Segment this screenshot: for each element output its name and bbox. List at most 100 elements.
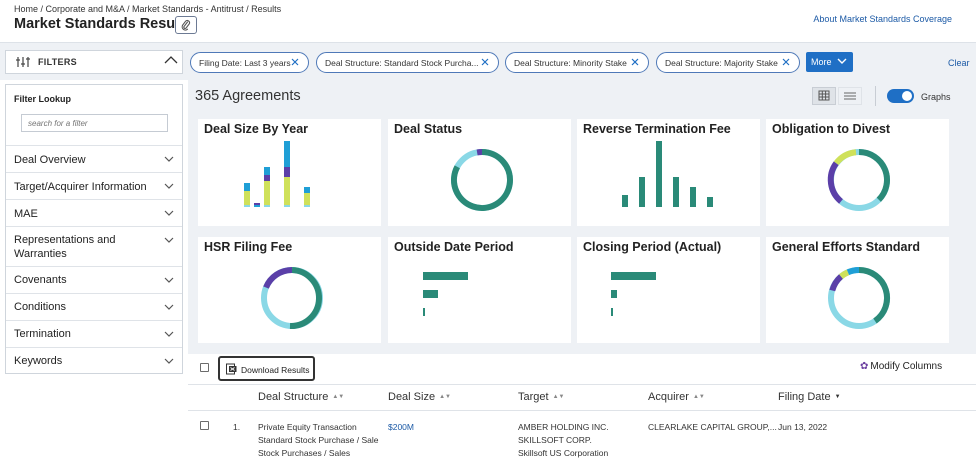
- cell-acquirer: CLEARLAKE CAPITAL GROUP,...: [648, 422, 777, 432]
- sidebar-item-termination[interactable]: Termination: [6, 320, 182, 347]
- horizontal-bar-chart: [611, 272, 656, 316]
- row-index: 1.: [233, 422, 241, 432]
- chart-card-closing-period[interactable]: Closing Period (Actual): [577, 237, 760, 343]
- close-icon[interactable]: [630, 57, 640, 67]
- more-filters-button[interactable]: More: [806, 52, 853, 72]
- donut-chart: [451, 149, 513, 211]
- chart-card-obligation-to-divest[interactable]: Obligation to Divest: [766, 119, 949, 226]
- modify-columns-button[interactable]: ✿ Modify Columns: [860, 361, 942, 372]
- sliders-icon: [16, 57, 30, 67]
- sidebar-item-mae[interactable]: MAE: [6, 199, 182, 226]
- chevron-down-icon: [164, 358, 174, 364]
- chart-card-hsr-filing-fee[interactable]: HSR Filing Fee: [198, 237, 381, 343]
- chevron-down-icon: [164, 237, 174, 243]
- chart-bar: [304, 205, 310, 207]
- download-label: Download Results: [241, 365, 310, 375]
- sidebar-item-label: Representations and Warranties: [14, 234, 116, 260]
- column-header-deal-structure[interactable]: Deal Structure ▲▼: [258, 391, 344, 403]
- close-icon[interactable]: [290, 57, 300, 67]
- chart-bar: [284, 167, 290, 177]
- column-header-filing-date[interactable]: Filing Date ▼: [778, 391, 841, 403]
- chevron-down-icon: [164, 183, 174, 189]
- donut-segment: [833, 149, 857, 166]
- horizontal-bar-chart: [423, 272, 468, 316]
- about-coverage-link[interactable]: About Market Standards Coverage: [813, 14, 952, 24]
- cell-deal-size-link[interactable]: $200M: [388, 422, 414, 432]
- chart-title: Closing Period (Actual): [583, 240, 722, 254]
- sidebar-item-label: Covenants: [14, 274, 67, 286]
- chart-title: HSR Filing Fee: [204, 240, 293, 254]
- chart-bar: [707, 197, 713, 207]
- chart-bar: [656, 141, 662, 207]
- column-label: Deal Size: [388, 391, 436, 403]
- bar-chart: [622, 141, 713, 207]
- sidebar-item-label: MAE: [14, 208, 38, 220]
- download-results-button[interactable]: Download Results: [218, 356, 315, 381]
- sort-icon: ▲▼: [692, 394, 705, 401]
- chart-card-reverse-termination-fee[interactable]: Reverse Termination Fee: [577, 119, 760, 226]
- column-header-deal-size[interactable]: Deal Size ▲▼: [388, 391, 451, 403]
- sidebar-item-reps-warranties[interactable]: Representations and Warranties: [6, 226, 182, 266]
- close-icon[interactable]: [480, 57, 490, 67]
- grid-view-button[interactable]: [812, 87, 836, 105]
- chart-bar: [244, 183, 250, 191]
- column-header-target[interactable]: Target ▲▼: [518, 391, 564, 403]
- column-header-acquirer[interactable]: Acquirer ▲▼: [648, 391, 705, 403]
- sidebar-item-label: Termination: [14, 328, 71, 340]
- filter-chip-majority-stake[interactable]: Deal Structure: Majority Stake: [656, 52, 800, 73]
- sort-icon: ▲▼: [332, 394, 345, 401]
- excel-download-icon: [226, 363, 237, 375]
- sidebar-item-deal-overview[interactable]: Deal Overview: [6, 145, 182, 172]
- table-row[interactable]: [188, 412, 976, 459]
- chart-card-deal-size-by-year[interactable]: Deal Size By Year: [198, 119, 381, 226]
- column-label: Filing Date: [778, 391, 831, 403]
- donut-chart: [827, 149, 890, 211]
- graphs-toggle[interactable]: [887, 89, 914, 103]
- more-label: More: [811, 57, 832, 67]
- chart-bar: [673, 177, 679, 207]
- donut-segment: [858, 267, 890, 324]
- chart-card-outside-date-period[interactable]: Outside Date Period: [388, 237, 571, 343]
- breadcrumb[interactable]: Home / Corporate and M&A / Market Standa…: [14, 4, 282, 14]
- sidebar-item-target-acquirer[interactable]: Target/Acquirer Information: [6, 172, 182, 199]
- filter-chip-minority-stake[interactable]: Deal Structure: Minority Stake: [505, 52, 649, 73]
- chevron-down-icon: [164, 156, 174, 162]
- cell-target: AMBER HOLDING INC. SKILLSOFT CORP. Skill…: [518, 421, 609, 459]
- grid-icon: [818, 90, 830, 101]
- chart-card-general-efforts-standard[interactable]: General Efforts Standard: [766, 237, 949, 343]
- donut-segment: [858, 149, 890, 202]
- copy-link-button[interactable]: [175, 16, 197, 34]
- sidebar-item-label: Conditions: [14, 301, 66, 313]
- chart-bar: [622, 195, 628, 207]
- chart-card-deal-status[interactable]: Deal Status: [388, 119, 571, 226]
- target-line: SKILLSOFT CORP.: [518, 435, 592, 445]
- sort-icon: ▲▼: [552, 394, 565, 401]
- chart-bar: [690, 187, 696, 207]
- filter-search-input[interactable]: [21, 114, 168, 132]
- donut-segment: [289, 267, 322, 330]
- filter-chip-filing-date[interactable]: Filing Date: Last 3 years: [190, 52, 309, 73]
- chip-label: Deal Structure: Standard Stock Purcha...: [325, 58, 479, 68]
- page-title: Market Standards Results: [14, 16, 193, 32]
- target-line: AMBER HOLDING INC.: [518, 422, 609, 432]
- column-label: Deal Structure: [258, 391, 329, 403]
- filters-panel-header[interactable]: FILTERS: [5, 50, 183, 74]
- filter-chip-standard-stock[interactable]: Deal Structure: Standard Stock Purcha...: [316, 52, 499, 73]
- chevron-up-icon[interactable]: [164, 55, 178, 65]
- list-view-button[interactable]: [838, 87, 862, 105]
- stacked-bar-chart: [244, 141, 310, 207]
- chart-title: Deal Status: [394, 122, 463, 136]
- donut-segment: [263, 266, 293, 289]
- filter-lookup-label: Filter Lookup: [14, 94, 71, 104]
- donut-segment: [846, 267, 860, 276]
- donut-segment: [839, 269, 850, 279]
- donut-chart: [261, 266, 323, 330]
- clear-filters-link[interactable]: Clear: [948, 58, 970, 68]
- row-checkbox[interactable]: [200, 421, 209, 430]
- sidebar-item-covenants[interactable]: Covenants: [6, 266, 182, 293]
- toggle-knob: [902, 91, 912, 101]
- close-icon[interactable]: [781, 57, 791, 67]
- sidebar-item-conditions[interactable]: Conditions: [6, 293, 182, 320]
- sidebar-item-keywords[interactable]: Keywords: [6, 347, 182, 374]
- select-all-checkbox[interactable]: [200, 363, 209, 372]
